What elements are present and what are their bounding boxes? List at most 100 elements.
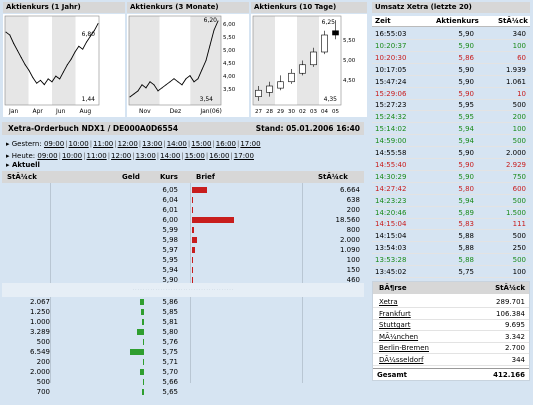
umsatz-stueck: 750: [512, 172, 526, 181]
gestern-time-link[interactable]: 16:00: [215, 140, 236, 148]
ask-row[interactable]: 5,90 460: [2, 275, 364, 285]
ask-row[interactable]: 5,94 150: [2, 265, 364, 275]
ask-stueck: 18.560: [335, 216, 361, 224]
umsatz-zeit: 14:23:23: [375, 196, 407, 205]
chart-1-year[interactable]: Aktienkurs (1 Jahr) 6,80 1,44 Jan Apr Jun Aug: [3, 2, 125, 117]
bid-row[interactable]: 1.250 5,85: [2, 307, 364, 317]
aktuell-label[interactable]: Aktuell: [11, 161, 40, 169]
gestern-times-row: ▸ Gestern: 09:00|10:00|11:00|12:00|13:00…: [6, 140, 261, 148]
umsatz-kurs: 5,90: [458, 149, 474, 157]
chart-2-point: [169, 81, 171, 83]
ask-row[interactable]: 6,04 638: [2, 195, 364, 205]
chart-10-days[interactable]: Aktienkurs (10 Tage) 27 28 29 30 02 03 04 05 5,5…: [251, 2, 367, 117]
umsatz-zeit: 14:15:04: [375, 232, 407, 241]
chart-3-y-tick: 5,00: [343, 58, 356, 64]
bid-row[interactable]: 500 5,76: [2, 337, 364, 347]
gestern-separator: |: [89, 140, 93, 148]
bid-kurs: 5,76: [162, 338, 178, 346]
umsatz-kurs: 5,90: [458, 77, 474, 86]
umsatz-zeit: 14:30:29: [375, 172, 407, 181]
ask-volume-bar: [192, 277, 193, 283]
heute-separator: |: [205, 152, 209, 160]
bid-row[interactable]: 2.000 5,70: [2, 367, 364, 377]
ask-row[interactable]: 5,99 800: [2, 225, 364, 235]
chart-2-point: [201, 69, 203, 71]
gestern-time-link[interactable]: 10:00: [68, 140, 89, 148]
chart-band: [5, 16, 29, 105]
heute-time-link[interactable]: 15:00: [184, 152, 205, 160]
ask-row[interactable]: 6,00 18.560: [2, 215, 364, 225]
bid-volume-bar: [130, 349, 144, 355]
ask-stueck: 150: [346, 266, 360, 274]
ask-kurs: 6,04: [162, 196, 178, 204]
chart-3-candle: [277, 81, 284, 89]
chart-1-marker-high: 6,80: [82, 31, 96, 38]
ask-row[interactable]: 5,95 100: [2, 255, 364, 265]
boerse-link[interactable]: Xetra: [379, 298, 398, 306]
ask-row[interactable]: 5,97 1.090: [2, 245, 364, 255]
boerse-link[interactable]: Stuttgart: [379, 321, 411, 329]
chart-frame: [128, 15, 222, 106]
gestern-time-link[interactable]: 17:00: [240, 140, 261, 148]
umsatz-row: 16:55:03 5,90 340: [372, 29, 530, 40]
chart-band: [129, 16, 160, 105]
ask-volume-bar: [192, 237, 197, 243]
boerse-row: Berlin-Bremen 2.700: [373, 343, 529, 354]
ask-row[interactable]: 6,01 200: [2, 205, 364, 215]
chart-1-marker-low: 1,44: [82, 96, 96, 103]
boerse-row: MÃ¼nchen 3.342: [373, 332, 529, 343]
heute-time-link[interactable]: 12:00: [111, 152, 132, 160]
umsatz-stueck: 100: [512, 268, 526, 276]
boerse-link[interactable]: MÃ¼nchen: [379, 332, 419, 341]
gestern-time-link[interactable]: 13:00: [142, 140, 163, 148]
gestern-time-link[interactable]: 14:00: [166, 140, 187, 148]
heute-time-link[interactable]: 10:00: [61, 152, 83, 160]
heute-time-link[interactable]: 17:00: [233, 152, 254, 160]
chart-2-point: [205, 60, 207, 61]
heute-time-link[interactable]: 09:00: [37, 152, 58, 160]
umsatz-row: 14:23:23 5,94 500: [372, 196, 530, 207]
heute-time-link[interactable]: 14:00: [160, 152, 181, 160]
bid-stueck: 500: [36, 378, 50, 386]
ask-row[interactable]: 5,98 2.000: [2, 235, 364, 245]
umsatz-zeit: 15:27:23: [375, 101, 407, 110]
bid-row[interactable]: 1.000 5,81: [2, 317, 364, 327]
heute-time-link[interactable]: 13:00: [135, 152, 156, 160]
chart-band: [159, 16, 191, 105]
aktuell-row[interactable]: ▸ Aktuell: [6, 161, 40, 169]
umsatz-zeit: 14:55:58: [375, 149, 407, 157]
bid-row[interactable]: 2.067 5,86: [2, 297, 364, 307]
chart-1-point: [20, 57, 22, 59]
gestern-time-link[interactable]: 11:00: [93, 140, 114, 148]
bid-row[interactable]: 3.289 5,80: [2, 327, 364, 337]
heute-time-link[interactable]: 11:00: [86, 152, 107, 160]
umsatz-row: 14:55:58 5,90 2.000: [372, 148, 530, 159]
bid-row[interactable]: 6.549 5,75: [2, 347, 364, 357]
bid-row[interactable]: 500 5,66: [2, 377, 364, 387]
chart-3-months[interactable]: Aktienkurs (3 Monate) 6,00 5,50 5,00 4,50 4,…: [127, 2, 249, 117]
chart-2-point: [181, 84, 183, 86]
umsatz-zeit: 13:54:03: [375, 244, 407, 253]
umsatz-zeit: 15:29:06: [375, 89, 407, 98]
ask-row[interactable]: 6,05 6.664: [2, 185, 364, 195]
ask-stueck: 6.664: [339, 186, 360, 194]
umsatz-stueck: 60: [517, 53, 526, 62]
umsatz-stueck: 1.939: [505, 65, 526, 74]
chart-3-y-tick: 5,50: [343, 38, 356, 44]
boersen-panel: BÃ¶rse StÃ¼ck Xetra 289.701 Frankfurt 106.3…: [372, 281, 530, 381]
umsatz-stueck: 600: [512, 184, 526, 193]
umsatz-zeit: 13:53:28: [375, 256, 407, 265]
heute-time-link[interactable]: 16:00: [209, 152, 230, 160]
boerse-link[interactable]: DÃ¼sseldorf: [379, 355, 424, 364]
heute-separator: |: [230, 152, 233, 160]
bid-row[interactable]: 700 5,65: [2, 387, 364, 397]
chart-1-x-tick: Aug: [80, 108, 92, 115]
gestern-time-link[interactable]: 12:00: [117, 140, 138, 148]
bid-kurs: 5,70: [162, 368, 178, 376]
bid-row[interactable]: 200 5,71: [2, 357, 364, 367]
gestern-time-link[interactable]: 15:00: [191, 140, 212, 148]
aktuell-arrow-icon: ▸: [6, 161, 12, 169]
gestern-time-link[interactable]: 09:00: [43, 140, 65, 148]
boerse-link[interactable]: Berlin-Bremen: [379, 344, 429, 352]
boerse-link[interactable]: Frankfurt: [379, 309, 411, 318]
